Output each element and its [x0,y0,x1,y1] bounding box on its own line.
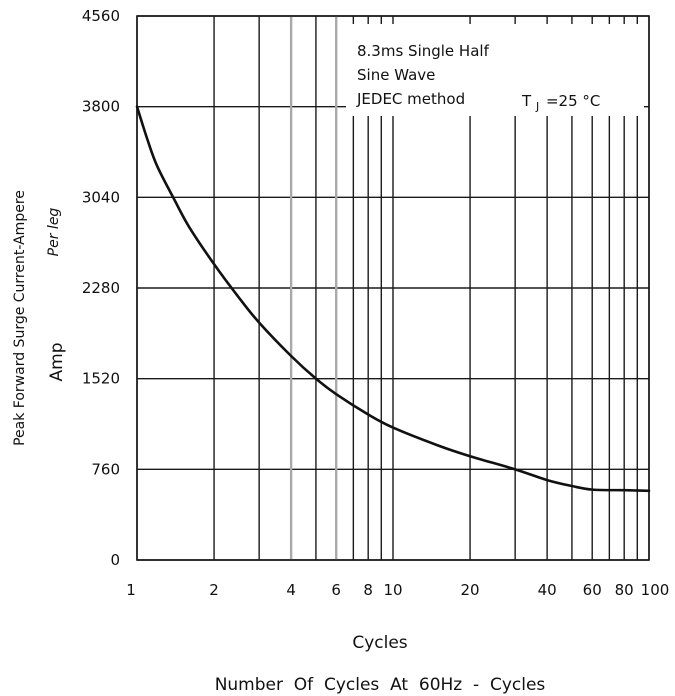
surge-current-curve [135,105,651,493]
temp-unit: °C [582,92,600,110]
annotation-line-2: Sine Wave [357,66,435,84]
x-tick-label: 60 [583,581,602,599]
xlabel-line-1: Cycles [352,633,407,653]
y-tick-label: 4560 [82,7,120,25]
x-tick-label: 100 [641,581,670,599]
plot-frame [136,15,650,561]
x-tick-label: 40 [538,581,557,599]
y-tick-labels: 0 760 1520 2280 3040 3800 4560 [82,7,120,569]
annotation-line-3: JEDEC method [356,90,465,108]
x-tick-label: 20 [461,581,480,599]
x-tick-label: 4 [286,581,296,599]
curve-layer [135,105,651,493]
temp-value: =25 [546,92,578,110]
xlabel-line-2: Number Of Cycles At 60Hz - Cycles [215,675,546,695]
y-tick-label: 0 [110,551,120,569]
y-tick-label: 3800 [82,98,120,116]
x-tick-labels: 1 2 4 6 8 10 20 40 60 80 100 [126,581,669,599]
ylabel-line-3: Amp [47,343,67,382]
x-tick-label: 1 [126,581,136,599]
temp-subscript: J [535,100,539,113]
annotation-background [346,24,644,116]
x-tick-label: 8 [363,581,373,599]
temp-symbol: T [521,92,532,110]
y-tick-label: 3040 [82,188,120,206]
ylabel-line-2: Per leg [46,208,62,257]
x-tick-label: 2 [209,581,219,599]
x-tick-label: 80 [615,581,634,599]
x-tick-label: 6 [331,581,341,599]
grid-layer [136,15,650,561]
annotation-line-1: 8.3ms Single Half [357,42,490,60]
x-tick-label: 10 [383,581,402,599]
y-tick-label: 1520 [82,370,120,388]
annotation-temperature: T J =25 °C [521,92,600,114]
y-tick-label: 760 [91,460,120,478]
ylabel-line-1: Peak Forward Surge Current-Ampere [12,190,28,446]
y-tick-label: 2280 [82,279,120,297]
